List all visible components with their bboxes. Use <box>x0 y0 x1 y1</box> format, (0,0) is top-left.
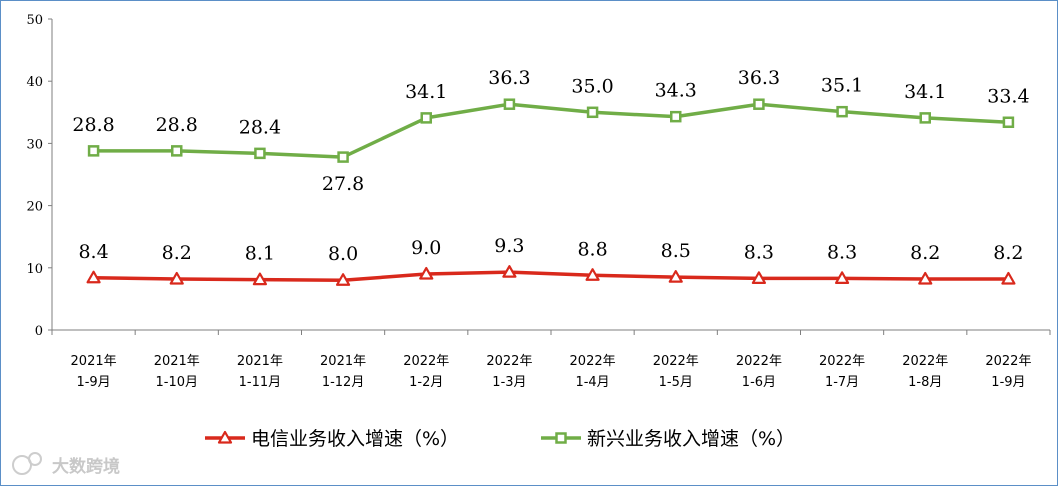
data-label: 8.3 <box>744 241 774 263</box>
legend-entry-1: 新兴业务收入增速（%） <box>541 428 795 450</box>
data-label: 35.1 <box>821 75 863 97</box>
x-tick-label-year: 2022年 <box>653 354 699 369</box>
x-tick-label-period: 1-2月 <box>409 375 443 390</box>
series-line-0 <box>93 270 1009 282</box>
data-point-marker <box>753 98 765 110</box>
x-tick-label-period: 1-8月 <box>908 375 942 390</box>
data-point-marker <box>86 270 101 284</box>
data-label: 35.0 <box>571 75 613 97</box>
data-label: 33.4 <box>987 85 1029 107</box>
x-tick-label-period: 1-10月 <box>155 375 198 390</box>
data-label: 8.1 <box>245 243 275 265</box>
x-tick-label-period: 1-9月 <box>76 375 110 390</box>
data-label: 28.8 <box>156 114 198 136</box>
data-point-marker <box>420 112 432 124</box>
data-label: 8.8 <box>577 238 607 260</box>
data-point-marker <box>1001 271 1016 285</box>
legend: 电信业务收入增速（%） 新兴业务收入增速（%） <box>205 428 795 450</box>
y-tick-label: 30 <box>26 137 43 152</box>
data-label: 28.8 <box>72 114 114 136</box>
legend-entry-0: 电信业务收入增速（%） <box>205 428 459 450</box>
x-tick-label-year: 2021年 <box>154 354 200 369</box>
data-label: 9.3 <box>494 235 524 257</box>
watermark-logo-icon <box>12 452 42 475</box>
x-tick-label-year: 2022年 <box>486 354 532 369</box>
x-tick-label-period: 1-4月 <box>575 375 609 390</box>
data-point-marker <box>834 271 850 284</box>
data-point-marker <box>169 271 184 285</box>
x-tick-label-period: 1-12月 <box>322 375 365 390</box>
x-axis-ticks: 2021年 1-9月 2021年 1-10月 2021年 1-11月 2021年 1-12月 2… <box>51 330 1051 390</box>
x-tick-label-year: 2022年 <box>902 354 948 369</box>
legend-marker <box>555 432 567 444</box>
x-tick-label-year: 2022年 <box>570 354 616 369</box>
x-tick-label-period: 1-11月 <box>239 375 282 390</box>
data-label: 28.4 <box>239 116 281 138</box>
data-point-marker <box>1002 116 1015 129</box>
x-tick-label-year: 2022年 <box>403 354 449 369</box>
watermark-text: 大数跨境 <box>52 456 120 477</box>
data-point-marker <box>419 266 434 280</box>
y-tick-label: 40 <box>26 75 43 90</box>
data-point-marker <box>670 110 682 123</box>
y-axis-ticks: 0 10 20 30 40 50 <box>26 13 52 339</box>
data-point-marker <box>585 268 600 281</box>
series-layer <box>86 98 1016 286</box>
data-label: 8.0 <box>328 243 358 265</box>
data-point-marker <box>254 147 266 160</box>
data-point-marker <box>668 270 683 283</box>
x-tick-label-year: 2022年 <box>819 354 865 369</box>
data-point-marker <box>918 271 933 285</box>
x-tick-label-period: 1-9月 <box>991 375 1025 390</box>
data-point-marker <box>502 265 517 278</box>
data-point-marker <box>503 98 516 110</box>
data-point-marker <box>586 106 599 119</box>
y-tick-label: 50 <box>26 13 43 28</box>
data-point-marker <box>836 105 848 118</box>
x-tick-label-year: 2021年 <box>237 354 283 369</box>
data-label: 9.0 <box>411 237 441 259</box>
x-tick-label-period: 1-6月 <box>742 375 776 390</box>
x-tick-label-year: 2021年 <box>71 354 117 369</box>
y-tick-label: 10 <box>26 262 43 277</box>
series-line-1 <box>93 102 1009 159</box>
data-label: 36.3 <box>488 67 530 89</box>
data-point-marker <box>335 273 351 286</box>
x-tick-label-year: 2022年 <box>985 354 1031 369</box>
data-point-marker <box>252 272 268 286</box>
data-point-marker <box>171 145 183 157</box>
data-point-marker <box>337 151 349 163</box>
data-labels: 8.4 8.2 8.1 8.0 9.0 9.3 8.8 8.5 8.3 8.3 8.2 8.2 28.8… <box>72 67 1029 265</box>
data-label: 8.2 <box>910 242 940 264</box>
y-tick-label: 0 <box>35 324 43 339</box>
x-tick-label-year: 2022年 <box>736 354 782 369</box>
legend-marker <box>217 430 233 444</box>
axes <box>51 19 1050 331</box>
data-point-marker <box>87 145 100 157</box>
x-tick-label-period: 1-5月 <box>659 375 693 390</box>
legend-label: 电信业务收入增速（%） <box>251 428 459 450</box>
data-label: 27.8 <box>322 173 364 195</box>
data-label: 8.4 <box>78 241 108 263</box>
x-tick-label-period: 1-3月 <box>492 375 526 390</box>
data-label: 36.3 <box>738 67 780 89</box>
legend-label: 新兴业务收入增速（%） <box>587 428 795 450</box>
data-point-marker <box>919 112 931 124</box>
watermark: 大数跨境 <box>12 452 120 477</box>
data-label: 8.2 <box>162 242 192 264</box>
data-label: 8.3 <box>827 241 857 263</box>
data-label: 34.3 <box>655 80 697 102</box>
data-label: 8.2 <box>993 242 1023 264</box>
x-tick-label-year: 2021年 <box>320 354 366 369</box>
data-point-marker <box>751 271 767 284</box>
data-label: 8.5 <box>661 240 691 262</box>
data-label: 34.1 <box>904 81 946 103</box>
x-tick-label-period: 1-7月 <box>825 375 859 390</box>
data-label: 34.1 <box>405 81 447 103</box>
y-tick-label: 20 <box>26 200 43 215</box>
